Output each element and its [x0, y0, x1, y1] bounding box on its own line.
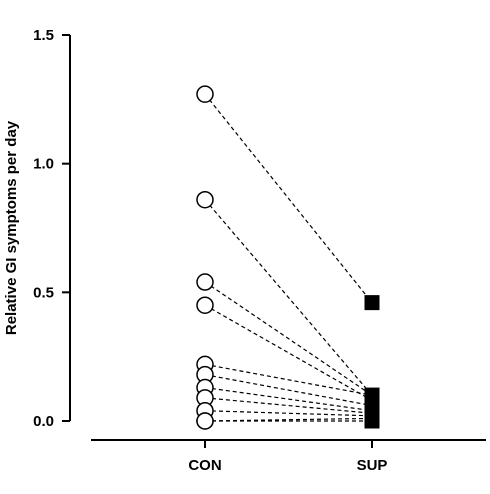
sup-point	[364, 295, 380, 311]
con-point	[196, 412, 214, 430]
pair-lines	[204, 93, 373, 422]
con-point	[196, 190, 214, 209]
y-tick-label: 0.0	[33, 413, 54, 430]
con-point	[196, 296, 214, 314]
pair-line	[204, 304, 373, 401]
data-points	[196, 85, 380, 430]
con-point	[196, 273, 214, 291]
y-tick-label: 0.5	[33, 284, 54, 301]
x-ticks: CON SUP	[188, 440, 387, 474]
con-point	[196, 85, 214, 103]
pair-line	[204, 363, 373, 396]
y-tick-label: 1.5	[33, 27, 54, 44]
pair-line	[204, 281, 373, 396]
y-ticks: 0.0 0.5 1.0 1.5	[33, 27, 70, 430]
y-tick-label: 1.0	[33, 156, 54, 173]
pair-line	[204, 374, 373, 407]
pair-line	[204, 397, 373, 414]
x-tick-label: CON	[188, 457, 221, 474]
pair-line	[204, 386, 373, 412]
sup-point	[364, 413, 380, 429]
pair-line	[204, 93, 373, 304]
x-tick-label: SUP	[357, 457, 388, 474]
y-axis-title: Relative GI symptoms per day	[3, 120, 20, 335]
pair-line	[204, 199, 373, 396]
